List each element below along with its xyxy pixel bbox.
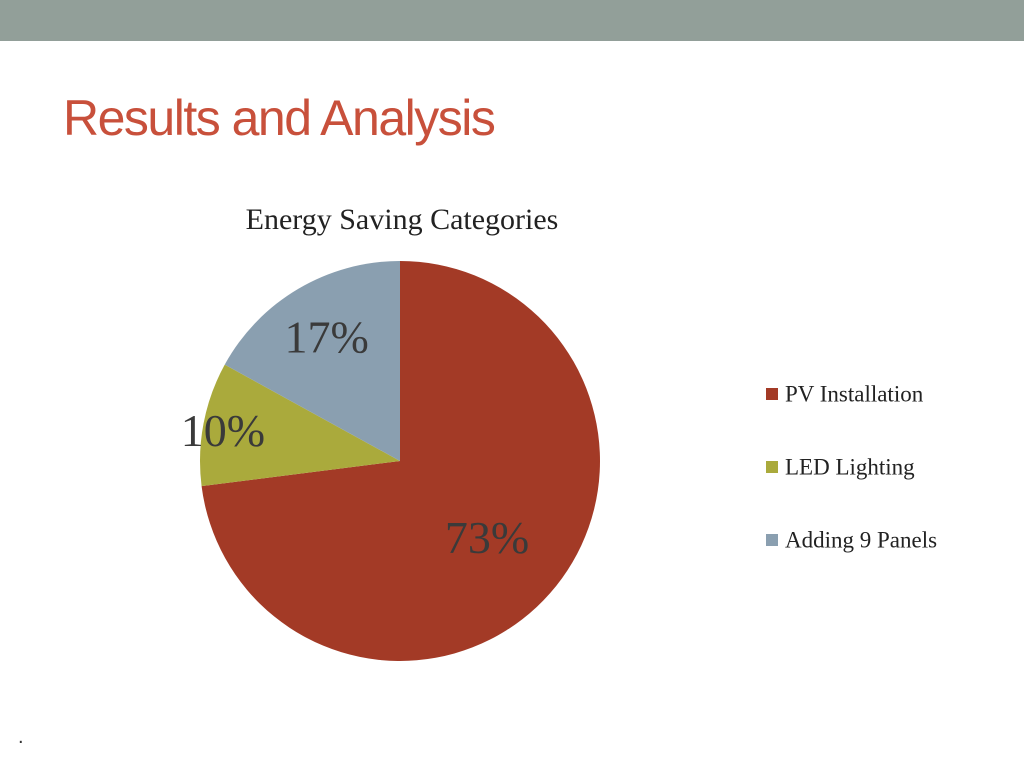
chart-title: Energy Saving Categories <box>246 203 559 236</box>
pie-label-pv-installation: 73% <box>445 512 529 563</box>
header-bar <box>0 0 1024 41</box>
pie-slice-led-lighting <box>199 364 400 487</box>
pie-label-led-lighting: 10% <box>181 405 265 456</box>
chart-legend: PV Installation LED Lighting Adding 9 Pane… <box>766 382 937 553</box>
pie-label-adding-9-panels: 17% <box>285 312 369 363</box>
pie-slice-adding-9-panels <box>224 261 400 461</box>
legend-label-adding-9-panels: Adding 9 Panels <box>785 528 937 553</box>
footer-text: . <box>18 726 24 748</box>
pie-slice-pv-installation <box>201 261 600 661</box>
legend-swatch-adding-9-panels <box>766 534 778 546</box>
legend-swatch-led-lighting <box>766 461 778 473</box>
legend-label-pv-installation: PV Installation <box>785 382 924 407</box>
slide-title: Results and Analysis <box>63 90 496 146</box>
legend-label-led-lighting: LED Lighting <box>785 455 915 480</box>
pie-slice-labels: 73% 10% 17% <box>181 312 529 564</box>
legend-swatch-pv-installation <box>766 388 778 400</box>
pie-slices <box>199 261 600 661</box>
